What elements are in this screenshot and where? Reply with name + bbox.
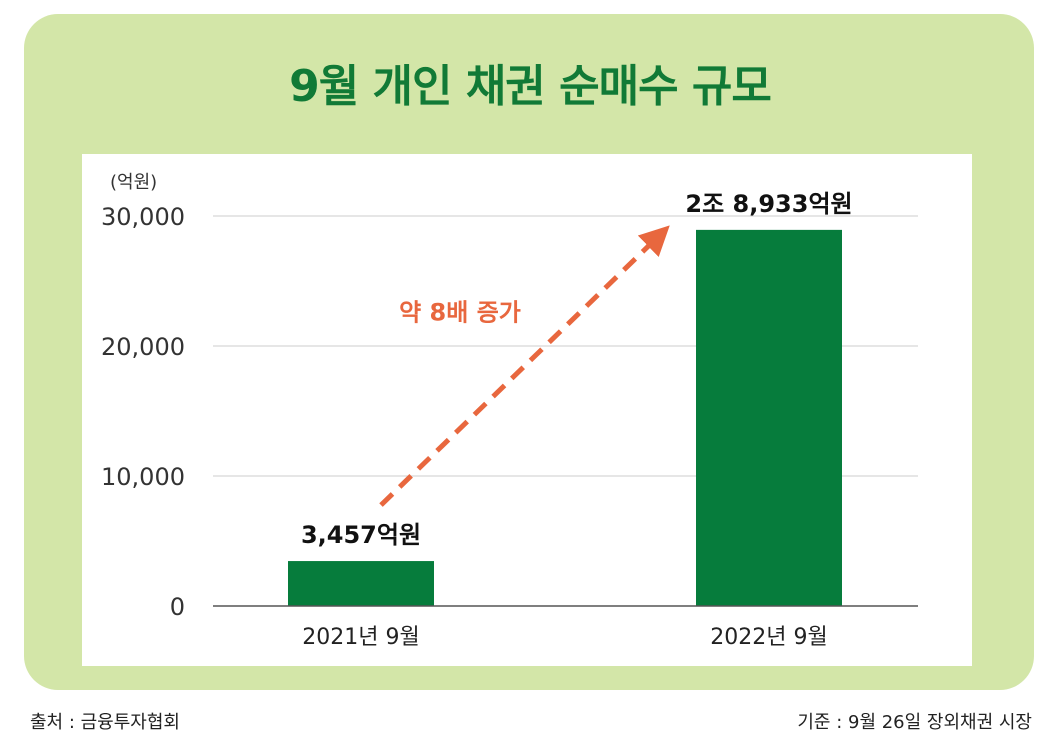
data-label: 2조 8,933억원	[685, 190, 852, 218]
annotation-label: 약 8배 증가	[399, 298, 521, 326]
y-tick-label: 10,000	[101, 463, 185, 491]
bar	[696, 229, 842, 606]
basis-note: 기준 : 9월 26일 장외채권 시장	[797, 712, 1032, 733]
increase-arrow	[379, 225, 670, 507]
chart-area: 0 10,000 20,000 30,000 3,457억원 2021년 9월 2조 8,9…	[82, 154, 972, 666]
y-tick-label: 30,000	[101, 203, 185, 231]
data-label: 3,457억원	[301, 521, 421, 549]
x-tick-label: 2021년 9월	[302, 625, 419, 650]
y-tick-label: 0	[170, 593, 185, 621]
bar-chart: 0 10,000 20,000 30,000 3,457억원 2021년 9월 2조 8,9…	[101, 190, 918, 650]
y-tick-label: 20,000	[101, 333, 185, 361]
x-tick-label: 2022년 9월	[710, 625, 827, 650]
source-note: 출처 : 금융투자협회	[30, 712, 180, 733]
y-axis-unit-label: (억원)	[110, 172, 158, 193]
bar	[288, 561, 434, 606]
chart-title: 9월 개인 채권 순매수 규모	[289, 61, 772, 112]
